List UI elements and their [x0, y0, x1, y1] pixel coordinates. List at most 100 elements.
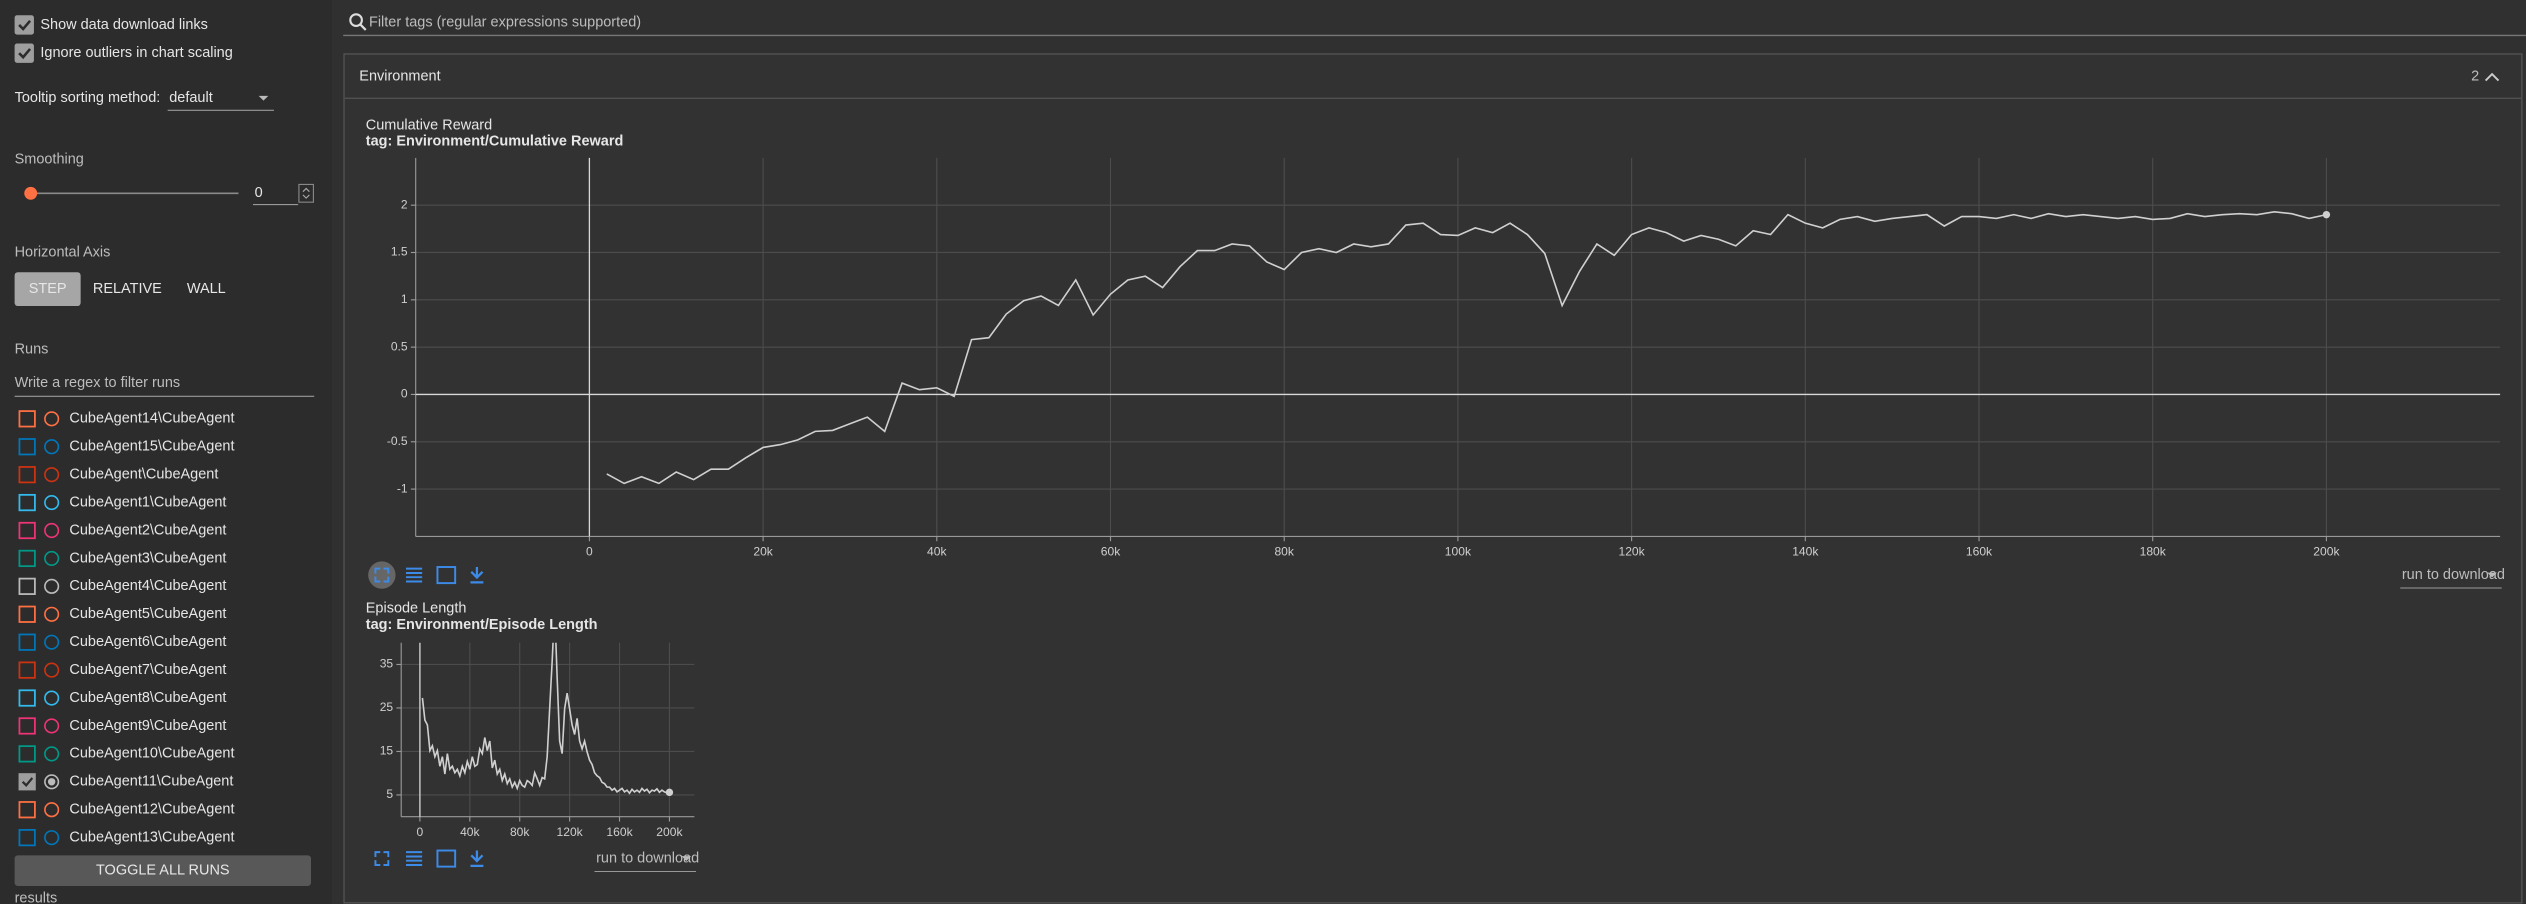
- axis-button[interactable]: RELATIVE: [93, 281, 162, 297]
- run-checkbox[interactable]: [18, 661, 36, 679]
- checkbox[interactable]: [14, 15, 34, 35]
- axis-button[interactable]: WALL: [187, 281, 226, 297]
- toggle-button[interactable]: TOGGLE ALL RUNS: [96, 862, 230, 878]
- legend-icon[interactable]: [406, 567, 423, 583]
- x-tick-label: 200k: [2313, 545, 2340, 559]
- x-tick-label: 160k: [1966, 545, 1993, 559]
- main-content: Filter tags (regular expressions support…: [343, 13, 2526, 904]
- data-line: [421, 642, 670, 795]
- run-radio[interactable]: [44, 802, 60, 818]
- filter-input[interactable]: Filter tags (regular expressions support…: [369, 14, 641, 30]
- run-name: CubeAgent15\CubeAgent: [69, 439, 234, 455]
- run-checkmark: [21, 777, 34, 788]
- run-radio[interactable]: [44, 746, 60, 762]
- section-card: [343, 53, 2523, 904]
- tooltip-select[interactable]: default: [169, 90, 213, 106]
- run-checkbox[interactable]: [18, 801, 36, 819]
- run-radio[interactable]: [44, 550, 60, 566]
- slider-thumb[interactable]: [24, 186, 38, 200]
- data-line: [606, 210, 2327, 485]
- spinner-arrows: [302, 187, 310, 199]
- run-checkbox[interactable]: [18, 549, 36, 568]
- run-radio[interactable]: [44, 634, 60, 650]
- run-checkbox[interactable]: [18, 521, 36, 540]
- run-checkbox[interactable]: [18, 466, 36, 484]
- x-tick-label: 20k: [753, 545, 773, 559]
- sidebar-content: Show data download links Ignore outliers …: [14, 15, 315, 904]
- run-radio[interactable]: [44, 467, 60, 483]
- y-tick-label: 2: [401, 197, 408, 211]
- run-radio[interactable]: [44, 662, 60, 678]
- spinner[interactable]: [298, 183, 314, 203]
- run-name: CubeAgent10\CubeAgent: [69, 746, 234, 762]
- run-checkbox[interactable]: [18, 410, 36, 428]
- x-tick-label: 100k: [1445, 545, 1472, 559]
- run-checkbox[interactable]: [18, 605, 36, 623]
- download-select[interactable]: run to download: [2402, 567, 2505, 583]
- run-name: CubeAgent13\CubeAgent: [69, 829, 234, 845]
- run-checkbox[interactable]: [18, 745, 36, 763]
- runs-filter[interactable]: Write a regex to filter runs: [15, 375, 181, 391]
- run-name: CubeAgent12\CubeAgent: [69, 802, 234, 818]
- run-radio[interactable]: [44, 830, 60, 846]
- x-tick-label: 120k: [1619, 545, 1646, 559]
- run-checkbox[interactable]: [18, 829, 36, 847]
- checkmark: [18, 19, 32, 31]
- run-checkbox[interactable]: [18, 493, 36, 512]
- run-radio[interactable]: [44, 774, 60, 790]
- run-radio[interactable]: [44, 495, 60, 511]
- run-checkbox[interactable]: [18, 438, 36, 456]
- smoothing-input[interactable]: 0: [255, 185, 263, 201]
- y-tick-label: 25: [380, 700, 394, 714]
- run-name: CubeAgent11\CubeAgent: [69, 774, 233, 790]
- y-tick-label: -0.5: [387, 434, 408, 448]
- chart-title: Cumulative Reward: [366, 117, 492, 133]
- run-checkbox[interactable]: [18, 717, 36, 735]
- x-tick-label: 60k: [1101, 545, 1121, 559]
- fit-icon[interactable]: [436, 849, 457, 868]
- download-arrow: [681, 856, 692, 861]
- toggle-button-bg[interactable]: [14, 855, 311, 886]
- last-point: [665, 788, 674, 797]
- download-icon[interactable]: [470, 567, 484, 584]
- tooltip-label: Tooltip sorting method:: [15, 90, 161, 106]
- footer-text: results: [15, 891, 58, 904]
- section-title[interactable]: Environment: [359, 68, 440, 84]
- chart-subtitle: tag: Environment/Episode Length: [366, 617, 598, 633]
- run-radio[interactable]: [44, 411, 60, 427]
- run-name: CubeAgent\CubeAgent: [69, 466, 218, 482]
- run-radio[interactable]: [44, 606, 60, 622]
- axis-button[interactable]: STEP: [29, 281, 67, 297]
- x-tick-label: 0: [586, 545, 593, 559]
- runs-label: Runs: [15, 341, 49, 357]
- run-radio[interactable]: [44, 578, 60, 594]
- smoothing-label: Smoothing: [15, 151, 84, 167]
- run-checkbox[interactable]: [18, 773, 36, 791]
- download-icon[interactable]: [470, 850, 484, 867]
- run-radio[interactable]: [44, 439, 60, 455]
- run-name: CubeAgent1\CubeAgent: [69, 494, 226, 510]
- run-name: CubeAgent2\CubeAgent: [69, 522, 226, 538]
- x-tick-label: 160k: [606, 825, 633, 839]
- x-tick-label: 40k: [927, 545, 947, 559]
- run-name: CubeAgent5\CubeAgent: [69, 606, 226, 622]
- run-radio[interactable]: [44, 690, 60, 706]
- run-name: CubeAgent9\CubeAgent: [69, 718, 226, 734]
- fullscreen-icon[interactable]: [374, 567, 390, 583]
- run-radio[interactable]: [44, 718, 60, 734]
- legend-icon[interactable]: [406, 851, 423, 866]
- fit-icon[interactable]: [436, 566, 457, 585]
- run-checkbox[interactable]: [18, 633, 36, 651]
- fullscreen-icon[interactable]: [374, 851, 390, 866]
- checkbox-label: Show data download links: [40, 17, 207, 33]
- download-select[interactable]: run to download: [596, 850, 699, 866]
- checkbox[interactable]: [14, 43, 34, 63]
- run-radio[interactable]: [44, 522, 60, 539]
- run-checkbox[interactable]: [18, 689, 36, 707]
- collapse-chevron[interactable]: [2484, 72, 2500, 82]
- y-tick-label: 1: [401, 292, 408, 306]
- run-checkbox[interactable]: [18, 577, 36, 595]
